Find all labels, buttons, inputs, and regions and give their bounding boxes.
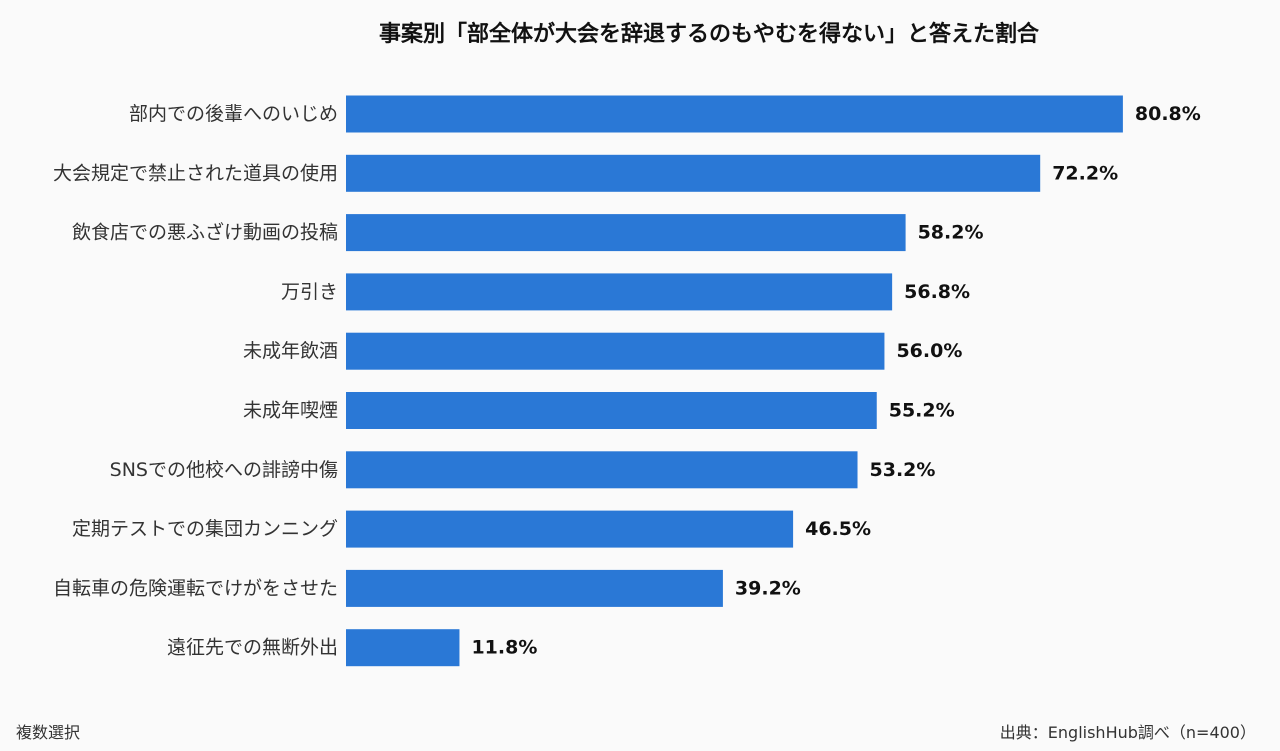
category-label: 部内での後輩へのいじめ [129, 103, 338, 125]
value-label: 11.8% [471, 637, 537, 659]
bar [346, 392, 877, 429]
category-label: 飲食店での悪ふざけ動画の投稿 [72, 221, 338, 244]
value-label: 56.8% [904, 281, 970, 303]
bar [346, 332, 885, 370]
category-label: 遠征先での無断外出 [167, 637, 338, 659]
value-label: 53.2% [870, 459, 936, 481]
bar [346, 95, 1123, 133]
value-label: 46.5% [805, 518, 871, 540]
value-label: 39.2% [735, 577, 801, 599]
bar [346, 451, 858, 489]
bar [346, 273, 893, 311]
bar [346, 629, 460, 667]
value-label: 72.2% [1052, 162, 1118, 184]
category-label: 未成年喫煙 [243, 400, 338, 422]
value-label: 80.8% [1135, 103, 1201, 125]
bars-group: 部内での後輩へのいじめ 80.8% 大会規定で禁止された道具の使用 72.2% 飲食店で… [53, 95, 1201, 667]
category-label: 大会規定で禁止された道具の使用 [53, 162, 338, 184]
value-label: 55.2% [889, 400, 955, 422]
bar [346, 510, 794, 548]
bar [346, 154, 1041, 192]
category-label: SNSでの他校への誹謗中傷 [110, 459, 338, 481]
category-label: 自転車の危険運転でけがをさせた [53, 577, 338, 599]
bar [346, 214, 906, 252]
value-label: 58.2% [918, 222, 984, 244]
footnote-source: 出典：EnglishHub調べ（n=400） [999, 723, 1256, 742]
bar [346, 569, 723, 607]
chart-title: 事案別「部全体が大会を辞退するのもやむを得ない」と答えた割合 [378, 22, 1039, 47]
category-label: 万引き [281, 281, 338, 303]
footnote-multiple-choice: 複数選択 [16, 723, 81, 742]
category-label: 未成年飲酒 [243, 340, 338, 362]
category-label: 定期テストでの集団カンニング [72, 518, 338, 540]
value-label: 56.0% [896, 340, 962, 362]
